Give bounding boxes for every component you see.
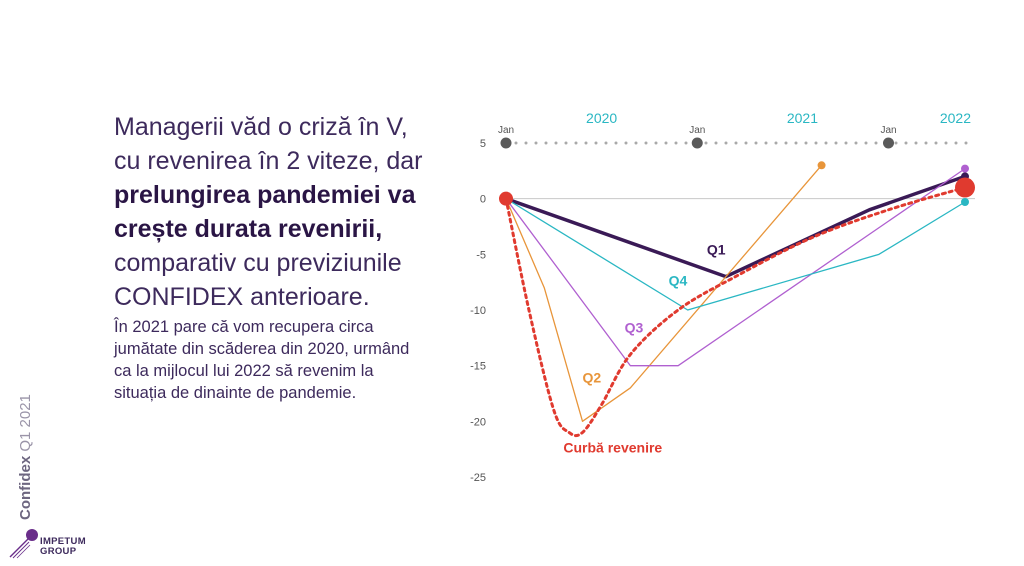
body-line: jumătate din scăderea din 2020, urmând — [114, 340, 410, 358]
y-tick-label: -25 — [470, 472, 486, 484]
start-point — [499, 191, 513, 206]
body-line: situația de dinainte de pandemie. — [114, 384, 357, 402]
series-end-point — [961, 198, 969, 207]
headline: Managerii văd o criză în V, cu revenirea… — [114, 110, 444, 314]
series-label: Q4 — [669, 273, 688, 289]
headline-line: cu revenirea în 2 viteze, dar — [114, 147, 423, 175]
y-tick-label: -10 — [470, 305, 486, 317]
headline-line: Managerii văd o criză în V, — [114, 113, 408, 141]
body-text: În 2021 pare că vom recupera circa jumăt… — [114, 316, 444, 404]
series-line — [505, 174, 966, 279]
y-tick-label: 0 — [480, 194, 486, 206]
jan-marker — [691, 137, 703, 149]
headline-line: CONFIDEX anterioare. — [114, 283, 370, 311]
body-line: ca la mijlocul lui 2022 să revenim la — [114, 362, 374, 380]
headline-bold-line: crește durata revenirii, — [114, 215, 383, 243]
year-label: 2020 — [586, 110, 617, 126]
series-line — [505, 198, 966, 311]
jan-label: Jan — [880, 125, 896, 136]
headline-bold-line: prelungirea pandemiei va — [114, 181, 416, 209]
series-line — [505, 164, 823, 422]
jan-marker — [883, 137, 894, 149]
series-label: Q3 — [625, 319, 644, 335]
series-end-point — [817, 161, 826, 170]
body-line: În 2021 pare că vom recupera circa — [114, 318, 374, 336]
jan-marker — [500, 137, 512, 149]
series-line — [505, 168, 966, 367]
y-tick-label: 5 — [480, 138, 486, 150]
y-tick-label: -15 — [470, 361, 486, 373]
series-end-point — [955, 177, 975, 198]
series-label: Curbă revenire — [563, 440, 662, 456]
jan-label: Jan — [689, 125, 705, 136]
y-tick-label: -5 — [476, 249, 486, 261]
series-line — [504, 186, 967, 438]
year-label: 2021 — [787, 110, 818, 126]
series-end-point — [961, 164, 969, 173]
y-tick-label: -20 — [470, 416, 486, 428]
series-label: Q2 — [583, 369, 602, 385]
series-label: Q1 — [707, 241, 726, 257]
logo-text: IMPETUM GROUP — [40, 537, 86, 557]
headline-line: comparativ cu previziunile — [114, 249, 402, 277]
logo-line: IMPETUM — [40, 536, 86, 547]
year-label: 2022 — [940, 110, 971, 126]
impetum-logo-icon — [9, 529, 38, 559]
logo-line: GROUP — [40, 546, 77, 557]
jan-label: Jan — [498, 125, 514, 136]
